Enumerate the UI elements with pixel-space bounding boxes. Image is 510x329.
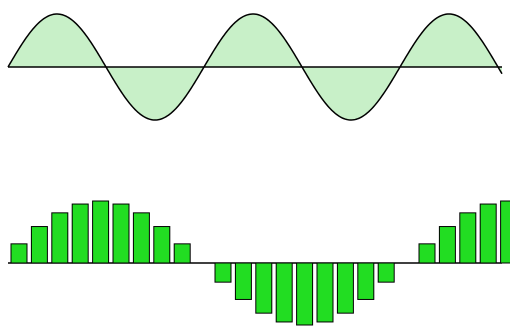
sample-bar [92,200,110,264]
sample-bar [275,262,293,323]
continuous-sine-wave [7,13,503,121]
sample-bar [10,243,28,264]
sample-bar [71,203,89,264]
sample-bar [438,226,456,264]
sample-bar [112,203,130,264]
sample-bar [51,212,69,264]
sine-wave-curve [7,13,503,121]
sample-bar [459,212,477,264]
sample-bar [30,226,48,264]
sample-bar [234,262,252,300]
sample-bar [132,212,150,264]
sample-bar [418,243,436,264]
sample-bar [173,243,191,264]
sample-bar [255,262,273,314]
sample-bar [214,262,232,283]
sample-bar [500,200,510,264]
sample-bar [357,262,375,300]
sample-bar [479,203,497,264]
sample-bar [153,226,171,264]
sample-bar [316,262,334,323]
sampled-bar-signal [8,200,510,326]
sample-bar [336,262,354,314]
sample-bar [377,262,395,283]
sample-bar [296,262,314,326]
